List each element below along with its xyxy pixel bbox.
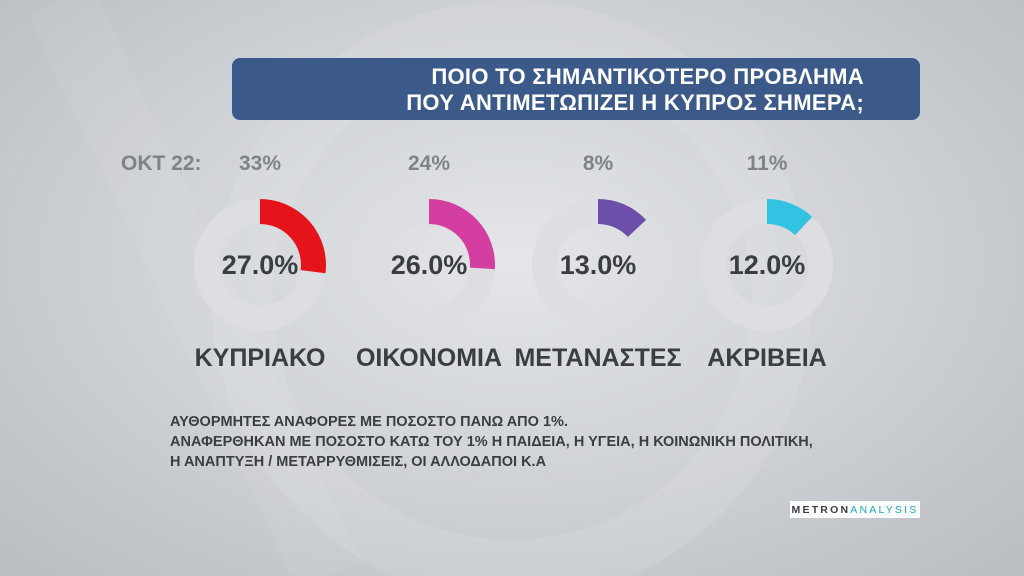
donut-svg-1 <box>363 199 495 331</box>
previous-value-2: 8% <box>582 152 614 175</box>
title-line-1: ΠΟΙΟ ΤΟ ΣΗΜΑΝΤΙΚΟΤΕΡΟ ΠΡΟΒΛΗΜΑ <box>431 64 864 89</box>
footnote-line-3: Η ΑΝΑΠΤΥΞΗ / ΜΕΤΑΡΡΥΘΜΙΣΕΙΣ, ΟΙ ΑΛΛΟΔΑΠΟ… <box>170 454 547 470</box>
donut-chart-0: 27.0% <box>185 190 335 340</box>
donut-arc-1 <box>428 199 495 270</box>
previous-value-1: 24% <box>407 152 451 175</box>
metron-analysis-logo: METRON ANALYSIS <box>790 501 920 518</box>
footnote-line-1: ΑΥΘΟΡΜΗΤΕΣ ΑΝΑΦΟΡΕΣ ΜΕ ΠΟΣΟΣΤΟ ΠΑΝΩ ΑΠΟ … <box>170 414 568 430</box>
category-label-0: ΚΥΠΡΙΑΚΟ <box>194 344 326 372</box>
donut-arc-3 <box>766 199 813 236</box>
previous-value-0: 33% <box>238 152 282 175</box>
donut-value-label-2: 13.0% <box>559 249 637 280</box>
donut-arc-2 <box>597 199 647 238</box>
previous-period-label: ΟΚΤ 22: <box>121 152 202 175</box>
logo-part-2: ANALYSIS <box>850 503 919 516</box>
category-label-3: ΑΚΡΙΒΕΙΑ <box>707 344 827 372</box>
donut-value-label-3: 12.0% <box>728 249 806 280</box>
donut-chart-3: 12.0% <box>692 190 842 340</box>
donut-svg-3 <box>701 199 833 331</box>
donut-svg-2 <box>532 199 664 331</box>
donut-chart-1: 26.0% <box>354 190 504 340</box>
donut-value-label-1: 26.0% <box>390 249 468 280</box>
footnotes: ΑΥΘΟΡΜΗΤΕΣ ΑΝΑΦΟΡΕΣ ΜΕ ΠΟΣΟΣΤΟ ΠΑΝΩ ΑΠΟ … <box>170 412 813 472</box>
logo-part-1: METRON <box>791 503 851 516</box>
title-line-2: ΠΟΥ ΑΝΤΙΜΕΤΩΠΙΖΕΙ Η ΚΥΠΡΟΣ ΣΗΜΕΡΑ; <box>406 90 864 115</box>
donut-value-label-0: 27.0% <box>221 249 299 280</box>
title-banner: ΠΟΙΟ ΤΟ ΣΗΜΑΝΤΙΚΟΤΕΡΟ ΠΡΟΒΛΗΜΑ ΠΟΥ ΑΝΤΙΜ… <box>232 58 920 120</box>
donut-svg-0 <box>194 199 326 331</box>
previous-value-3: 11% <box>746 152 788 175</box>
category-label-1: ΟΙΚΟΝΟΜΙΑ <box>355 344 503 372</box>
donut-chart-2: 13.0% <box>523 190 673 340</box>
footnote-line-2: ΑΝΑΦΕΡΘΗΚΑΝ ΜΕ ΠΟΣΟΣΤΟ ΚΑΤΩ ΤΟΥ 1% Η ΠΑΙ… <box>170 434 813 450</box>
donut-arc-0 <box>259 199 326 274</box>
category-label-2: ΜΕΤΑΝΑΣΤΕΣ <box>514 344 682 372</box>
